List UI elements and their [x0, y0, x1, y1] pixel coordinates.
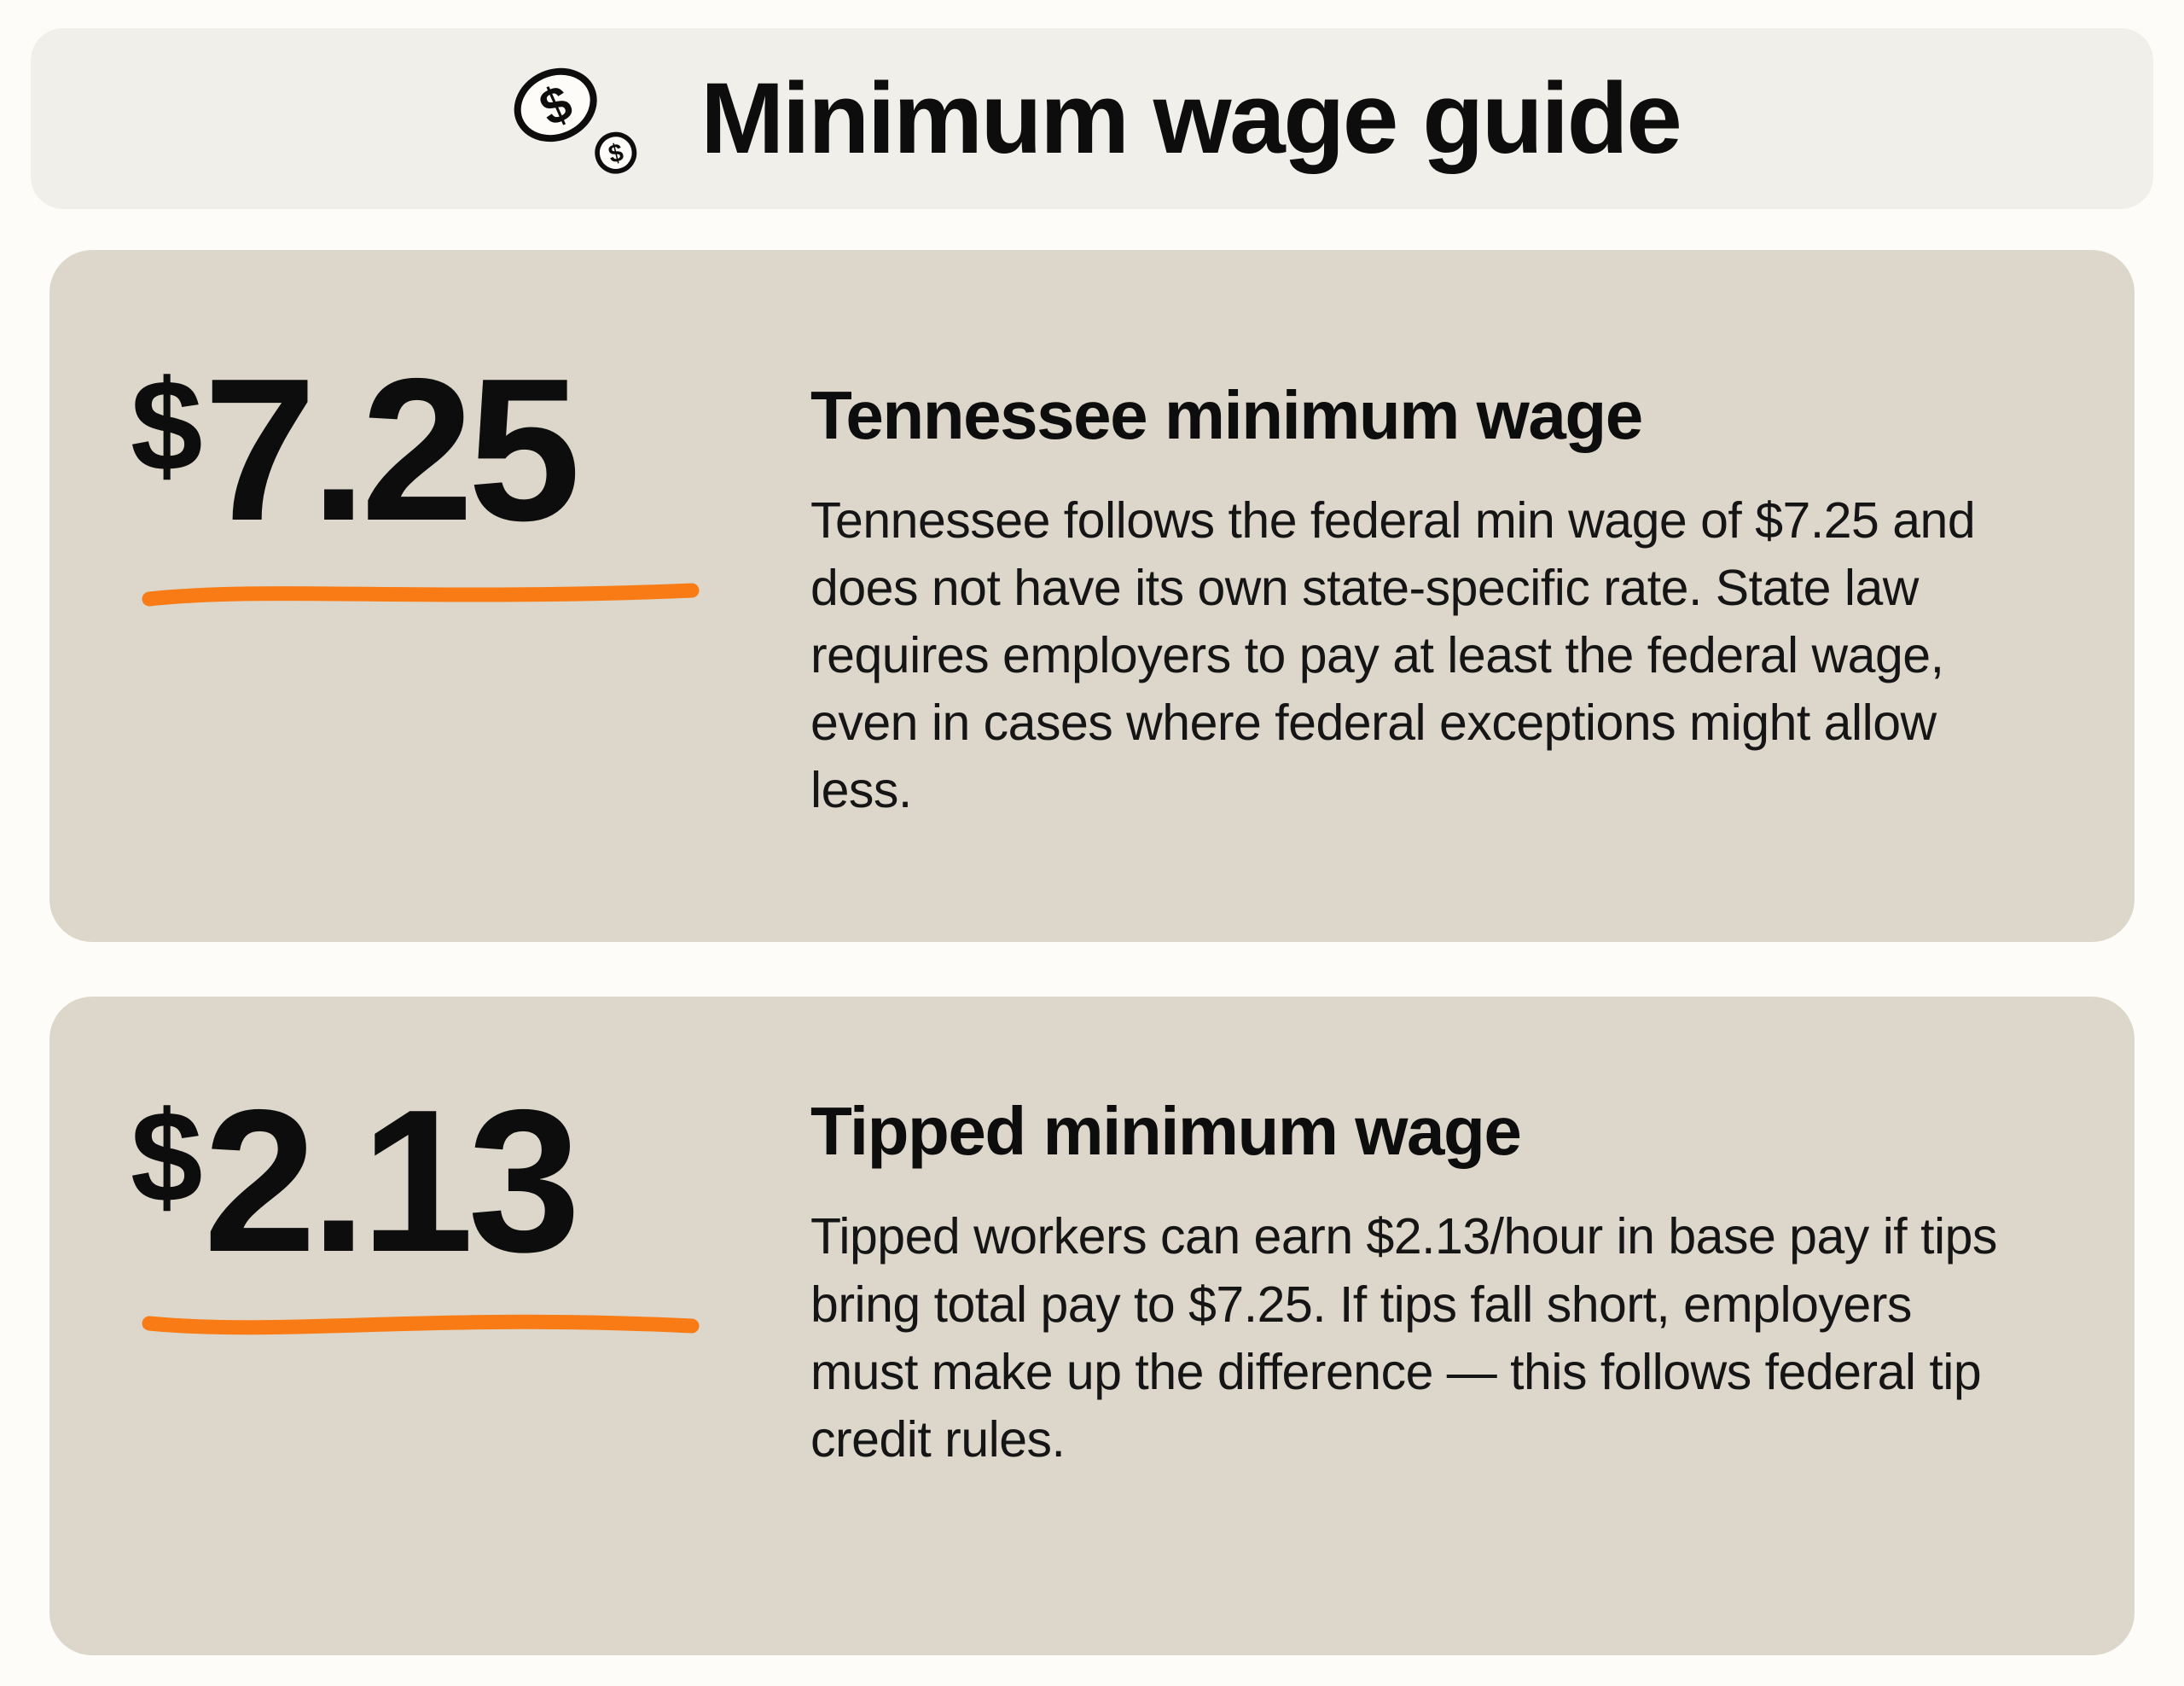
card-body: Tennessee follows the federal min wage o… [810, 492, 1976, 819]
card-body: Tipped workers can earn $2.13/hour in ba… [810, 1208, 1997, 1468]
amount-number: 7.25 [203, 337, 581, 563]
card-tennessee-minimum-wage: $7.25 Tennessee minimum wage Tennessee f… [49, 250, 2135, 943]
text-block-tennessee: Tennessee minimum wage Tennessee follows… [810, 250, 2135, 824]
currency-symbol: $ [131, 353, 203, 498]
hand-drawn-underline [142, 583, 700, 607]
amount-block-tipped: $2.13 [49, 997, 810, 1343]
hand-drawn-underline [142, 1315, 700, 1335]
dollar-coins-icon: $ $ [504, 60, 652, 177]
amount-value: $7.25 [131, 344, 810, 557]
currency-symbol: $ [131, 1084, 203, 1230]
page-title: Minimum wage guide [700, 62, 1682, 175]
card-title: Tennessee minimum wage [810, 377, 1643, 453]
text-block-tipped: Tipped minimum wage Tipped workers can e… [810, 997, 2135, 1473]
header-bar: $ $ Minimum wage guide [31, 28, 2153, 209]
amount-block-tennessee: $7.25 [49, 250, 810, 612]
card-tipped-minimum-wage: $2.13 Tipped minimum wage Tipped workers… [49, 997, 2135, 1655]
card-title: Tipped minimum wage [810, 1093, 1522, 1170]
amount-value: $2.13 [131, 1075, 810, 1288]
amount-number: 2.13 [203, 1068, 581, 1295]
